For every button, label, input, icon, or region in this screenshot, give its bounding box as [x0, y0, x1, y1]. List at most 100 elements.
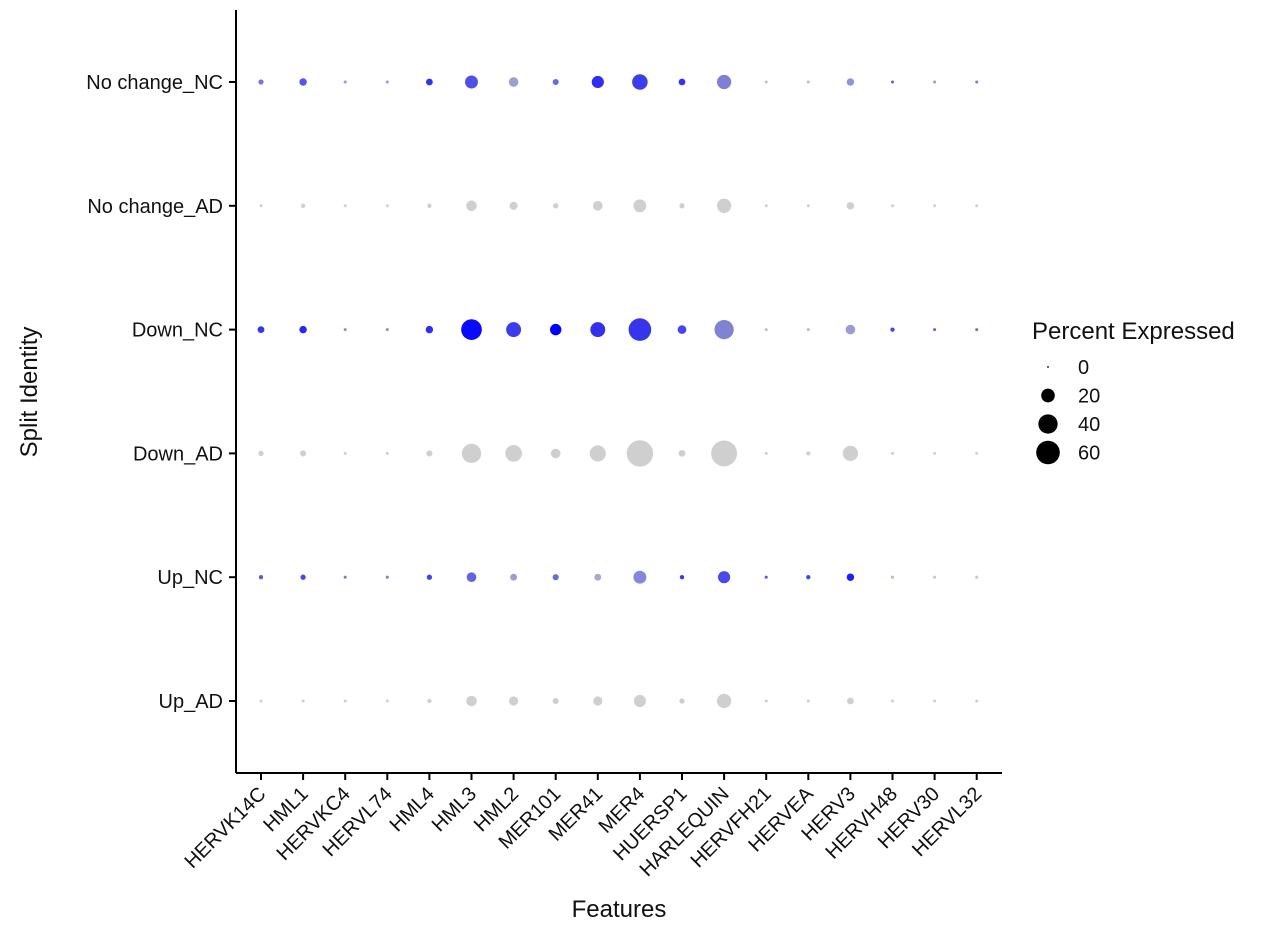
dot-up-ad-hervl32 [975, 699, 979, 703]
dot-down-ad-harlequin [711, 440, 738, 467]
dot-up-nc-hml4 [426, 574, 433, 580]
x-ticks-layer: HERVK14CHML1HERVKC4HERVL74HML4HML3HML2ME… [181, 773, 986, 881]
dot-down-nc-herv30 [933, 328, 937, 332]
dot-no-change-nc-hervfh21 [764, 80, 768, 84]
dot-down-nc-hervea [806, 328, 810, 332]
dot-down-ad-hervk14c [258, 450, 264, 457]
dot-up-nc-hervl32 [975, 575, 979, 579]
dot-down-ad-hml3 [461, 443, 482, 464]
dot-no-change-nc-hervh48 [890, 80, 895, 84]
dot-down-ad-hervl32 [975, 451, 979, 455]
dot-no-change-nc-herv3 [846, 78, 855, 86]
dot-down-nc-hml2 [506, 322, 522, 338]
legend-dot-60 [1036, 440, 1060, 465]
dot-up-ad-hervkc4 [343, 699, 347, 703]
legend-dot-40 [1038, 414, 1058, 434]
dot-no-change-ad-huersp1 [679, 203, 685, 209]
dot-up-nc-herv30 [933, 575, 937, 579]
dot-no-change-nc-hervea [806, 80, 810, 84]
dot-up-nc-mer101 [552, 574, 559, 581]
dot-no-change-nc-hml3 [465, 75, 478, 89]
dot-up-ad-mer101 [552, 697, 559, 705]
dot-down-nc-hml1 [299, 325, 307, 334]
dot-no-change-nc-hervkc4 [343, 80, 347, 84]
dot-down-nc-hervk14c [257, 326, 265, 334]
legend-label-20: 20 [1078, 386, 1100, 408]
dot-up-ad-hervl74 [385, 699, 389, 703]
dot-down-ad-hml1 [300, 450, 307, 457]
dot-up-ad-herv30 [933, 699, 937, 703]
y-axis-title: Split Identity [16, 327, 43, 458]
legend-title: Percent Expressed [1032, 318, 1235, 345]
dot-up-nc-hervh48 [890, 575, 895, 579]
dot-no-change-ad-hml1 [300, 203, 306, 208]
legend-label-40: 40 [1078, 414, 1100, 436]
dot-down-ad-mer101 [550, 448, 561, 459]
dot-no-change-ad-mer41 [592, 200, 603, 211]
dot-no-change-nc-harlequin [716, 74, 732, 90]
dot-up-nc-hervfh21 [764, 575, 768, 579]
dot-up-ad-harlequin [716, 693, 732, 709]
dot-no-change-nc-hml1 [299, 78, 307, 86]
dot-up-ad-huersp1 [679, 698, 685, 704]
dot-down-nc-mer101 [549, 323, 562, 336]
dot-no-change-nc-herv30 [933, 80, 937, 84]
dot-up-nc-harlequin [718, 571, 731, 584]
dot-no-change-nc-mer101 [552, 78, 559, 86]
dot-down-ad-mer4 [626, 440, 654, 467]
dot-no-change-nc-mer41 [591, 75, 604, 89]
dot-down-nc-hervh48 [890, 327, 895, 332]
dot-down-nc-harlequin [714, 319, 734, 340]
dot-up-ad-mer4 [633, 694, 646, 708]
dot-down-ad-hervea [806, 451, 811, 456]
dot-down-nc-hervl74 [385, 328, 389, 332]
dot-no-change-ad-herv30 [933, 204, 937, 208]
dot-up-ad-hml4 [427, 698, 432, 704]
legend-dot-20 [1041, 388, 1055, 403]
dot-down-ad-hervfh21 [764, 451, 768, 455]
size-legend: Percent Expressed 0 20 40 60 [1032, 318, 1235, 465]
dot-up-ad-hervk14c [259, 699, 263, 703]
dot-no-change-nc-hervl74 [385, 80, 389, 84]
y-ticks-layer: No change_NC No change_AD Down_NC Down_AD Up… [86, 72, 236, 713]
dot-no-change-nc-hml2 [508, 77, 519, 87]
dot-no-change-ad-hervk14c [259, 204, 263, 208]
dot-no-change-ad-herv3 [846, 202, 855, 210]
dot-no-change-ad-hml2 [509, 201, 518, 210]
dot-down-nc-hervkc4 [343, 328, 347, 332]
dot-down-ad-herv3 [842, 445, 859, 462]
y-tick-label-up-nc: Up_NC [157, 567, 223, 589]
y-tick-label-no-change-ad: No change_AD [87, 196, 223, 218]
dot-down-nc-mer4 [628, 318, 652, 341]
dot-up-ad-hml1 [301, 699, 305, 703]
dot-no-change-ad-hervfh21 [764, 204, 768, 208]
dot-down-nc-hervl32 [975, 328, 979, 332]
y-tick-label-up-ad: Up_AD [159, 691, 223, 713]
dot-no-change-ad-hml3 [466, 200, 477, 212]
dot-up-ad-hml2 [509, 696, 519, 706]
dot-up-ad-hervfh21 [764, 699, 768, 703]
dot-no-change-ad-harlequin [716, 198, 732, 213]
dot-down-nc-hml3 [461, 319, 482, 340]
dot-up-nc-hml1 [300, 574, 306, 580]
dot-up-nc-hervkc4 [343, 575, 347, 579]
dot-no-change-ad-hml4 [427, 203, 432, 208]
points-layer [257, 74, 979, 709]
dot-no-change-ad-hervh48 [890, 204, 895, 208]
dot-up-ad-hervh48 [890, 699, 895, 703]
dot-down-ad-hml2 [505, 445, 522, 462]
dot-no-change-ad-mer4 [633, 199, 647, 213]
x-axis-title: Features [572, 896, 667, 923]
legend-label-60: 60 [1078, 443, 1100, 465]
dot-no-change-nc-mer4 [632, 74, 648, 90]
y-tick-label-down-nc: Down_NC [132, 320, 223, 342]
legend-dot-0 [1047, 366, 1049, 368]
dot-no-change-nc-huersp1 [678, 78, 686, 86]
dot-no-change-ad-hervl74 [385, 204, 389, 208]
dot-up-ad-hml3 [466, 695, 477, 707]
dot-up-nc-mer4 [633, 570, 647, 584]
dot-up-ad-herv3 [846, 697, 854, 705]
x-tick-label-hervk14c: HERVK14C [181, 783, 271, 873]
